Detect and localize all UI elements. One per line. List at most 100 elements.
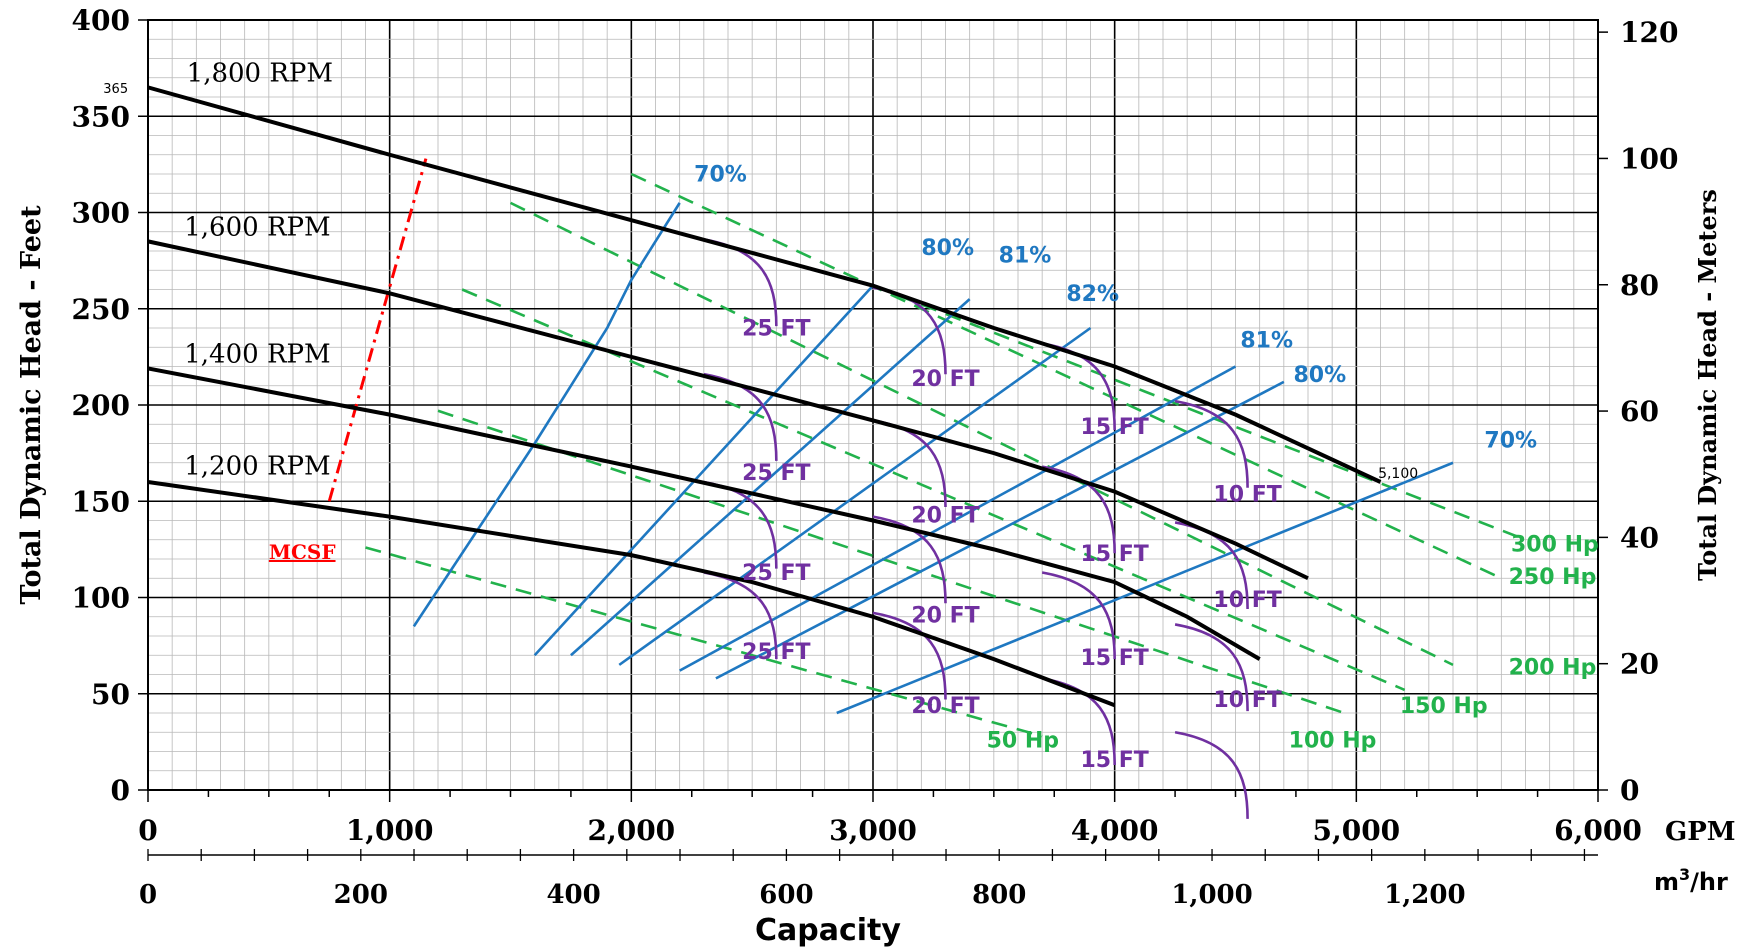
efficiency-line <box>618 326 1092 666</box>
y-tick-label: 0 <box>111 774 130 807</box>
npsh-curve <box>1174 399 1249 488</box>
series <box>147 85 1526 819</box>
npsh-label: 25 FT <box>742 640 810 665</box>
y2-tick-label: 60 <box>1620 395 1659 428</box>
y-axis-label: Total Dynamic Head - Feet <box>16 205 47 605</box>
y-tick-label: 100 <box>72 582 130 615</box>
x2-tick-label: 1,000 <box>1171 880 1252 910</box>
x-axis-label: Capacity <box>755 913 901 948</box>
y2-tick-label: 80 <box>1620 269 1659 302</box>
rpm-label: 1,600 RPM <box>184 213 330 243</box>
npsh-curve <box>1174 623 1249 712</box>
shutoff-head-label: 365 <box>103 82 128 97</box>
y-tick-label: 150 <box>72 485 130 518</box>
npsh-label: 15 FT <box>1081 748 1149 773</box>
npsh-label: 25 FT <box>742 461 810 486</box>
x-tick-label: 6,000 <box>1554 814 1642 847</box>
efficiency-label: 80% <box>921 236 974 261</box>
x-tick-label: 1,000 <box>346 814 434 847</box>
npsh-label: 25 FT <box>742 561 810 586</box>
efficiency-line <box>570 298 971 657</box>
npsh-curve <box>703 238 778 327</box>
labels: 50 Hp 100 Hp 150 Hp 200 Hp 250 Hp 300 Hp MCSF 7… <box>103 59 1598 773</box>
hp-label: 100 Hp <box>1289 729 1377 754</box>
npsh-curve <box>1174 730 1249 819</box>
efficiency-label: 70% <box>694 163 747 188</box>
rpm-curve <box>147 85 1382 484</box>
npsh-label: 10 FT <box>1213 482 1281 507</box>
npsh-label: 10 FT <box>1213 688 1281 713</box>
rpm-label: 1,400 RPM <box>184 340 330 370</box>
x-unit-m3hr-base: m <box>1654 868 1679 896</box>
x-tick-label: 5,000 <box>1312 814 1400 847</box>
efficiency-line <box>836 461 1454 715</box>
hp-line <box>872 284 1526 541</box>
hp-label: 300 Hp <box>1511 532 1599 557</box>
rpm-label: 1,200 RPM <box>184 451 330 481</box>
efficiency-label: 81% <box>999 244 1052 269</box>
efficiency-line <box>412 202 681 628</box>
npsh-curve <box>872 515 947 604</box>
y-tick-label: 400 <box>72 4 130 37</box>
y2-axis-label: Total Dynamic Head - Meters <box>1693 189 1722 581</box>
end-flow-label: 5,100 <box>1378 466 1418 482</box>
npsh-label: 15 FT <box>1081 646 1149 671</box>
efficiency-line <box>533 284 874 657</box>
x2-tick-label: 400 <box>546 880 600 910</box>
hp-label: 150 Hp <box>1400 694 1488 719</box>
npsh-label: 20 FT <box>911 604 979 629</box>
x-tick-label: 4,000 <box>1071 814 1159 847</box>
x2-tick-label: 1,200 <box>1384 880 1465 910</box>
hp-line <box>630 172 1502 580</box>
hp-line <box>437 409 1345 715</box>
hp-line <box>461 288 1406 692</box>
npsh-curve <box>1041 571 1116 660</box>
hp-label: 50 Hp <box>987 729 1059 754</box>
x-unit-m3hr-tail: /hr <box>1690 868 1728 896</box>
efficiency-line <box>679 365 1237 672</box>
x-tick-label: 0 <box>138 814 157 847</box>
npsh-label: 20 FT <box>911 367 979 392</box>
rpm-label: 1,800 RPM <box>187 59 333 89</box>
y-tick-label: 350 <box>72 100 130 133</box>
x-tick-label: 2,000 <box>587 814 675 847</box>
y2-tick-label: 0 <box>1620 774 1639 807</box>
hp-label: 250 Hp <box>1509 565 1597 590</box>
npsh-label: 20 FT <box>911 694 979 719</box>
x-unit-gpm: GPM <box>1665 817 1736 847</box>
x2-tick-label: 800 <box>972 880 1026 910</box>
mcsf-label: MCSF <box>269 540 336 564</box>
npsh-curve <box>872 611 947 700</box>
efficiency-label: 80% <box>1294 363 1347 388</box>
y-tick-label: 50 <box>91 678 130 711</box>
hp-label: 200 Hp <box>1509 656 1597 681</box>
x-tick-label: 3,000 <box>829 814 917 847</box>
y-tick-label: 200 <box>72 389 130 422</box>
rpm-curve <box>147 366 1261 661</box>
npsh-label: 25 FT <box>742 317 810 342</box>
y2-tick-label: 20 <box>1620 648 1659 681</box>
efficiency-line <box>715 380 1285 680</box>
x2-tick-label: 0 <box>139 880 157 910</box>
grid <box>147 19 1599 791</box>
npsh-curve <box>703 372 778 461</box>
x2-tick-label: 200 <box>334 880 388 910</box>
y2-tick-label: 100 <box>1620 142 1678 175</box>
y-tick-label: 250 <box>72 293 130 326</box>
npsh-curve <box>1041 465 1116 554</box>
npsh-label: 10 FT <box>1213 588 1281 613</box>
npsh-label: 20 FT <box>911 503 979 528</box>
npsh-curve <box>872 419 947 508</box>
hp-line <box>509 201 1454 667</box>
rpm-curve <box>147 239 1309 581</box>
hp-line <box>365 546 1043 738</box>
x2-tick-label: 600 <box>759 880 813 910</box>
y2-tick-label: 120 <box>1620 16 1678 49</box>
efficiency-label: 82% <box>1066 282 1119 307</box>
efficiency-label: 70% <box>1484 428 1537 453</box>
y-tick-label: 300 <box>72 197 130 230</box>
x-unit-m3hr: m3/hr <box>1654 865 1728 896</box>
y2-tick-label: 40 <box>1620 521 1659 554</box>
